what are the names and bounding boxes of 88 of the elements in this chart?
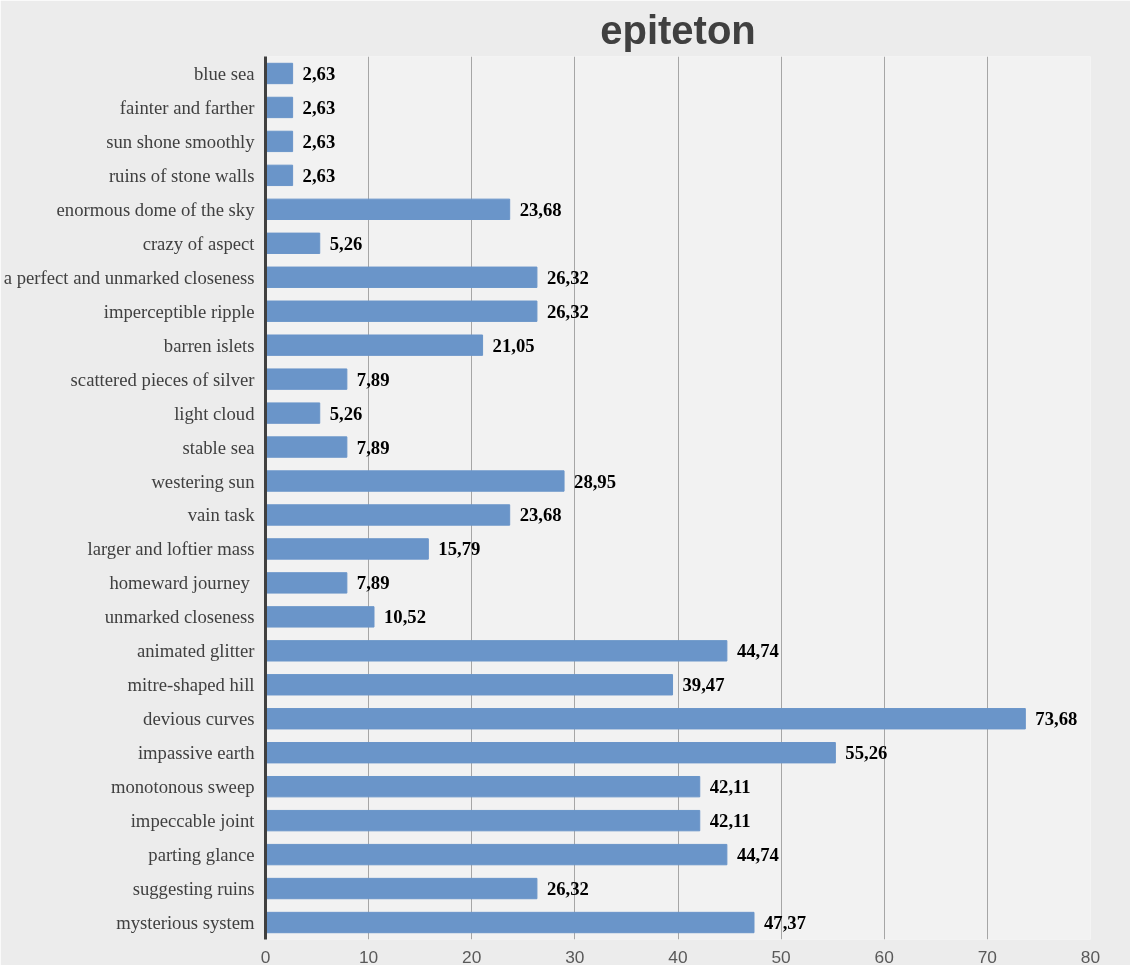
- data-label: 42,11: [709, 810, 751, 832]
- data-label: 7,89: [356, 572, 390, 594]
- data-label: 2,63: [302, 96, 336, 118]
- data-label: 7,89: [356, 436, 390, 458]
- bar: [265, 402, 321, 424]
- x-tick-label: 50: [771, 946, 791, 967]
- bar: [265, 198, 511, 221]
- data-label: 7,89: [356, 368, 390, 390]
- data-label: 26,32: [546, 266, 589, 288]
- bar: [265, 368, 348, 390]
- data-label: 26,32: [546, 300, 589, 322]
- y-tick-label: sun shone smoothly: [106, 130, 256, 152]
- y-tick-label: blue sea: [193, 62, 256, 84]
- x-tick-label: 40: [668, 946, 688, 967]
- bar: [265, 809, 701, 832]
- y-tick-label: westering sun: [151, 470, 256, 492]
- bar: [265, 470, 565, 492]
- bar: [265, 504, 511, 526]
- bar: [265, 742, 836, 764]
- x-tick-label: 80: [1080, 946, 1101, 967]
- bar: [265, 130, 294, 153]
- data-label: 5,26: [329, 232, 363, 254]
- y-tick-label: unmarked closeness: [104, 606, 255, 628]
- x-tick-label: 70: [977, 946, 998, 967]
- data-label: 26,32: [546, 878, 589, 900]
- x-tick-label: 20: [462, 946, 482, 967]
- bar: [265, 775, 701, 798]
- y-tick-label: a perfect and unmarked closeness: [3, 266, 255, 288]
- y-tick-label: suggesting ruins: [132, 878, 255, 900]
- y-tick-label: scattered pieces of silver: [70, 368, 256, 390]
- bar: [265, 606, 375, 628]
- bar: [265, 843, 728, 866]
- data-label: 21,05: [492, 334, 535, 356]
- bar: [265, 708, 1026, 730]
- bar: [265, 572, 348, 594]
- data-label: 2,63: [302, 62, 336, 84]
- data-label: 23,68: [519, 198, 562, 220]
- y-tick-label: fainter and farther: [119, 96, 256, 118]
- y-tick-label: impeccable joint: [130, 810, 256, 832]
- data-label: 39,47: [682, 674, 725, 696]
- bar: [265, 640, 728, 662]
- data-label: 23,68: [519, 504, 562, 526]
- bar: [265, 674, 674, 696]
- data-label: 55,26: [845, 742, 888, 764]
- data-label: 73,68: [1035, 708, 1078, 730]
- y-tick-label: mitre-shaped hill: [127, 674, 255, 696]
- y-tick-label: homeward journey: [109, 572, 251, 594]
- bar: [265, 62, 294, 85]
- bar: [265, 300, 538, 322]
- data-label: 47,37: [764, 912, 806, 934]
- bar: [265, 334, 484, 356]
- y-tick-label: animated glitter: [136, 640, 256, 662]
- bar: [265, 232, 321, 254]
- data-label: 42,11: [709, 776, 751, 798]
- bar: [265, 877, 538, 900]
- chart-title: epiteton: [600, 7, 756, 52]
- x-tick-label: 60: [874, 946, 894, 967]
- y-tick-label: light cloud: [174, 402, 256, 424]
- data-label: 2,63: [302, 164, 336, 186]
- y-tick-label: crazy of aspect: [142, 232, 256, 254]
- data-label: 5,26: [329, 402, 363, 424]
- y-tick-label: ruins of stone walls: [108, 164, 255, 186]
- data-label: 10,52: [383, 606, 426, 628]
- bar: [265, 96, 294, 119]
- y-tick-label: vain task: [187, 504, 256, 526]
- y-tick-label: parting glance: [148, 844, 255, 866]
- data-label: 2,63: [302, 130, 336, 152]
- data-label: 15,79: [438, 538, 481, 560]
- y-tick-label: monotonous sweep: [110, 776, 255, 798]
- bar: [265, 538, 429, 560]
- x-tick-label: 10: [358, 946, 379, 967]
- bar: [265, 436, 348, 458]
- data-label: 44,74: [736, 844, 779, 866]
- y-tick-label: larger and loftier mass: [87, 538, 255, 560]
- bar: [265, 911, 755, 934]
- y-tick-label: barren islets: [163, 334, 255, 356]
- bar: [265, 266, 538, 288]
- y-tick-label: devious curves: [143, 708, 255, 730]
- y-tick-label: mysterious system: [116, 912, 255, 934]
- data-label: 44,74: [736, 640, 779, 662]
- y-tick-label: enormous dome of the sky: [56, 198, 256, 220]
- y-tick-label: stable sea: [182, 436, 256, 458]
- data-label: 28,95: [574, 470, 617, 492]
- x-tick-label: 30: [565, 946, 585, 967]
- y-tick-label: imperceptible ripple: [103, 300, 255, 322]
- x-tick-label: 0: [260, 946, 271, 967]
- y-tick-label: impassive earth: [137, 742, 256, 764]
- bar: [265, 164, 294, 187]
